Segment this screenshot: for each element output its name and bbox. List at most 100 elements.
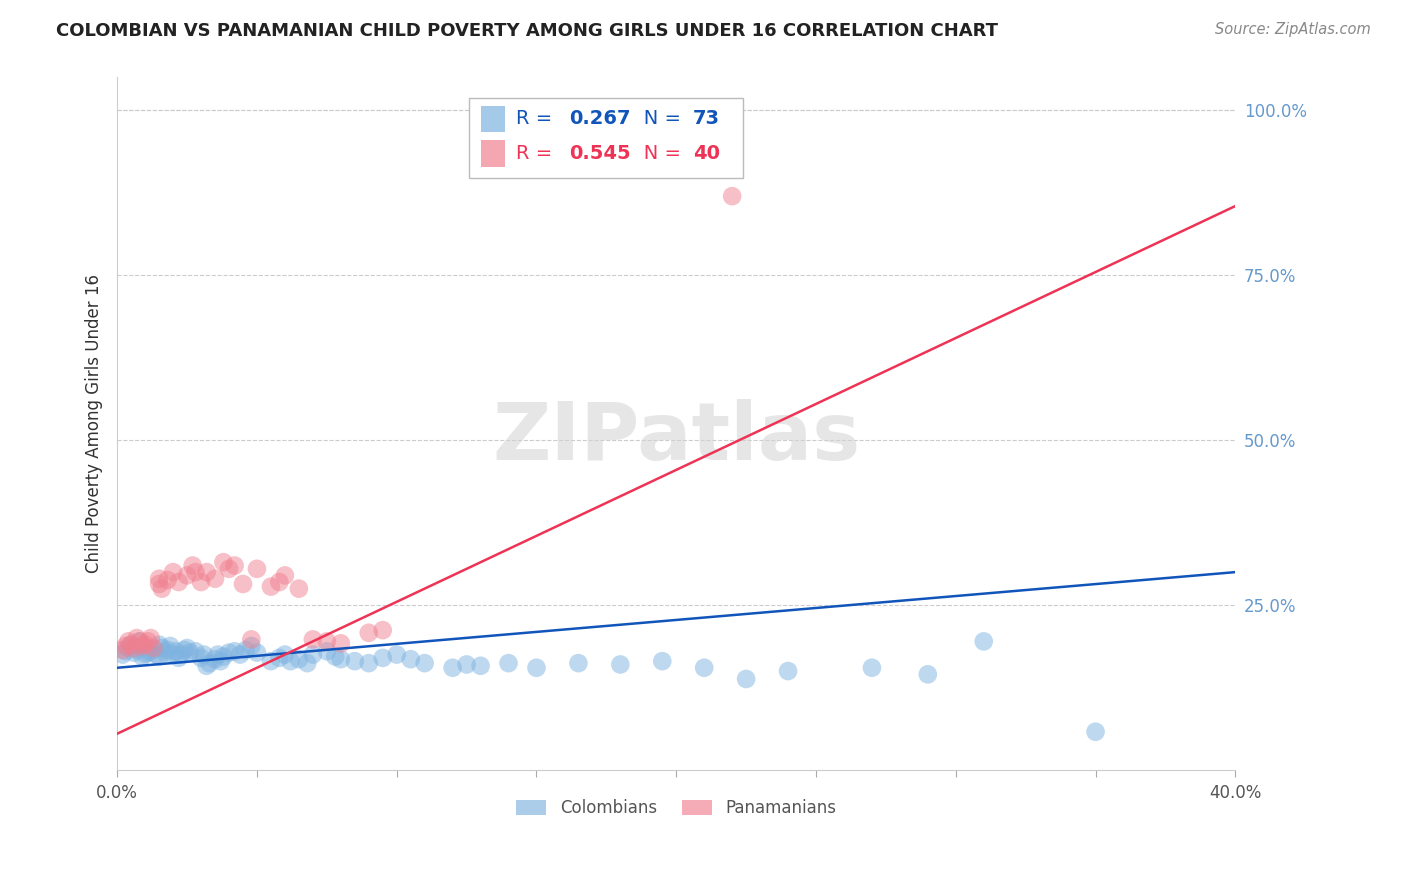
Point [235,643,257,657]
Point [131,649,153,664]
Point [693,661,716,675]
Point [315,644,337,658]
Point [413,656,436,670]
Point [371,623,394,637]
FancyBboxPatch shape [470,98,744,178]
Point [229,648,252,662]
Point [860,661,883,675]
Point [260,654,283,668]
Point [456,657,478,672]
Point [179,646,201,660]
Point [184,644,207,658]
Text: R =: R = [516,110,558,128]
Point [246,562,269,576]
Point [357,656,380,670]
FancyBboxPatch shape [481,140,505,167]
Point [224,644,246,658]
Point [142,640,165,655]
Point [148,649,170,664]
Point [184,565,207,579]
Point [125,643,148,657]
Point [288,652,311,666]
Legend: Colombians, Panamanians: Colombians, Panamanians [510,793,842,824]
Point [145,648,167,662]
Point [329,652,352,666]
Point [302,632,325,647]
Point [142,642,165,657]
Point [240,632,263,647]
Point [139,644,162,658]
Point [114,639,136,653]
Point [150,582,173,596]
Point [232,577,254,591]
Point [111,643,134,657]
Point [260,580,283,594]
Point [170,648,193,662]
Point [148,572,170,586]
Point [323,649,346,664]
Text: 0.545: 0.545 [569,145,630,163]
Point [148,638,170,652]
Point [165,644,187,658]
Point [274,648,297,662]
Point [139,631,162,645]
Point [122,640,145,655]
Point [269,574,291,589]
Point [156,573,179,587]
Point [190,651,212,665]
Point [120,638,142,652]
FancyBboxPatch shape [481,106,505,132]
Text: COLOMBIAN VS PANAMANIAN CHILD POVERTY AMONG GIRLS UNDER 16 CORRELATION CHART: COLOMBIAN VS PANAMANIAN CHILD POVERTY AM… [56,22,998,40]
Point [224,558,246,573]
Text: R =: R = [516,145,558,163]
Point [207,648,229,662]
Point [212,649,235,664]
Point [193,648,215,662]
Text: 40: 40 [693,145,720,163]
Point [343,654,366,668]
Point [181,558,204,573]
Point [195,658,218,673]
Point [917,667,939,681]
Point [134,640,156,655]
Point [399,652,422,666]
Point [274,568,297,582]
Point [122,646,145,660]
Point [212,555,235,569]
Point [117,634,139,648]
Point [156,643,179,657]
Point [470,658,492,673]
Text: 0.267: 0.267 [569,110,630,128]
Point [269,651,291,665]
Point [288,582,311,596]
Point [567,656,589,670]
Point [114,644,136,658]
Point [297,656,319,670]
Point [1084,724,1107,739]
Point [385,648,408,662]
Point [198,656,221,670]
Point [131,639,153,653]
Point [148,577,170,591]
Point [973,634,995,648]
Point [190,574,212,589]
Point [159,639,181,653]
Point [240,639,263,653]
Point [526,661,548,675]
Text: ZIPatlas: ZIPatlas [492,399,860,476]
Point [441,661,464,675]
Point [651,654,673,668]
Point [357,625,380,640]
Point [776,664,799,678]
Point [609,657,631,672]
Point [204,652,226,666]
Point [111,648,134,662]
Point [128,634,150,648]
Point [721,189,744,203]
Text: 73: 73 [693,110,720,128]
Point [125,631,148,645]
Point [173,643,195,657]
Point [280,654,302,668]
Point [315,634,337,648]
Text: N =: N = [624,145,688,163]
